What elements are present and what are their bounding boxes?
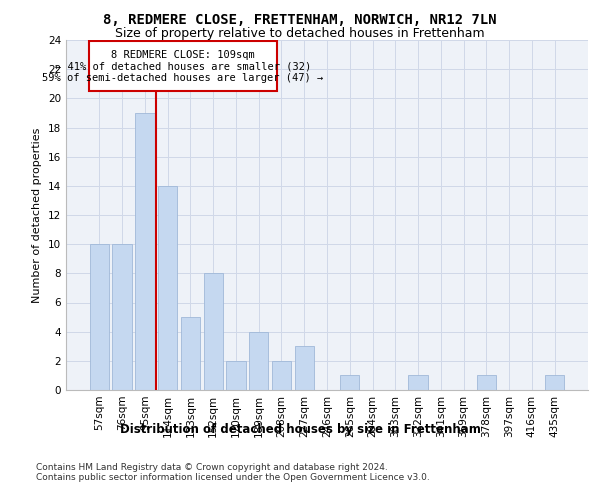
Bar: [409, 376, 428, 390]
Text: Size of property relative to detached houses in Frettenham: Size of property relative to detached ho…: [115, 28, 485, 40]
Bar: [135, 113, 155, 390]
Bar: [272, 361, 291, 390]
Text: 8, REDMERE CLOSE, FRETTENHAM, NORWICH, NR12 7LN: 8, REDMERE CLOSE, FRETTENHAM, NORWICH, N…: [103, 12, 497, 26]
Bar: [545, 376, 564, 390]
Bar: [203, 274, 223, 390]
Bar: [340, 376, 359, 390]
Bar: [249, 332, 268, 390]
Bar: [226, 361, 245, 390]
Text: 8 REDMERE CLOSE: 109sqm
← 41% of detached houses are smaller (32)
59% of semi-de: 8 REDMERE CLOSE: 109sqm ← 41% of detache…: [43, 50, 323, 83]
Bar: [112, 244, 132, 390]
Bar: [476, 376, 496, 390]
Y-axis label: Number of detached properties: Number of detached properties: [32, 128, 43, 302]
Text: Distribution of detached houses by size in Frettenham: Distribution of detached houses by size …: [119, 422, 481, 436]
FancyBboxPatch shape: [89, 42, 277, 91]
Bar: [158, 186, 178, 390]
Bar: [90, 244, 109, 390]
Bar: [181, 317, 200, 390]
Bar: [295, 346, 314, 390]
Text: Contains HM Land Registry data © Crown copyright and database right 2024.
Contai: Contains HM Land Registry data © Crown c…: [36, 462, 430, 482]
